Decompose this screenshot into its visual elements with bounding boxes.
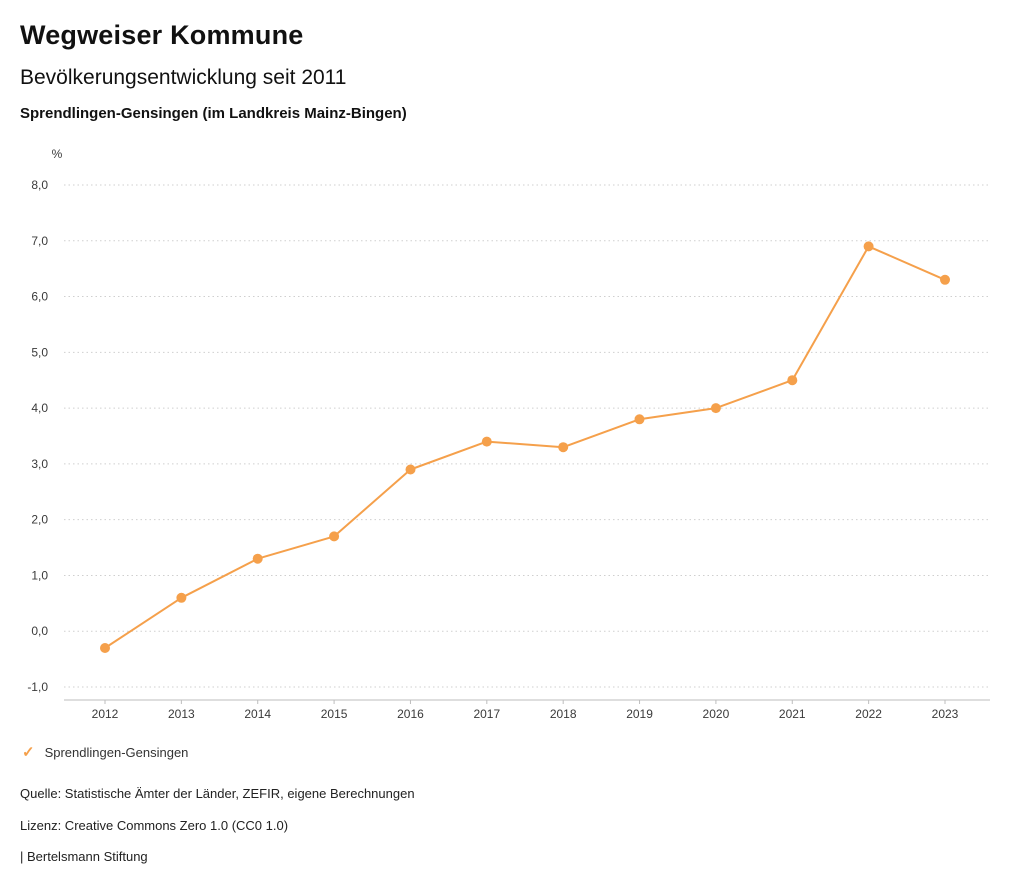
y-axis-tick-label: 5,0 — [31, 345, 48, 359]
attribution-text: | Bertelsmann Stiftung — [20, 849, 148, 864]
x-axis-tick-label: 2017 — [473, 707, 500, 721]
source-text: Quelle: Statistische Ämter der Länder, Z… — [20, 786, 415, 801]
y-axis-tick-label: 1,0 — [31, 568, 48, 582]
license-text: Lizenz: Creative Commons Zero 1.0 (CC0 1… — [20, 818, 289, 833]
x-axis-tick-label: 2022 — [855, 707, 882, 721]
x-axis-tick-label: 2020 — [703, 707, 730, 721]
series-line — [104, 245, 946, 649]
chart-canvas: % 8,0 7,0 6,0 5,0 4,0 3,0 2,0 1,0 0,0 -1,0 2012 2013… — [27, 147, 990, 721]
data-point[interactable] — [710, 403, 721, 414]
y-axis-tick-label: 0,0 — [31, 624, 48, 638]
x-axis-tick-label: 2019 — [626, 707, 653, 721]
x-axis-tick-label: 2013 — [168, 707, 195, 721]
data-point[interactable] — [176, 592, 187, 603]
x-axis-tick-label: 2016 — [397, 707, 424, 721]
data-point[interactable] — [481, 436, 492, 447]
y-axis-tick-label: 3,0 — [31, 457, 48, 471]
x-axis-tick-label: 2014 — [244, 707, 271, 721]
data-point[interactable] — [405, 464, 416, 475]
check-icon: ✓ — [22, 744, 35, 761]
x-axis-tick-label: 2021 — [779, 707, 806, 721]
y-axis-tick-label: -1,0 — [27, 680, 48, 694]
line-chart: % 8,0 7,0 6,0 5,0 4,0 3,0 2,0 1,0 0,0 -1,0 2012 2013… — [0, 140, 1024, 740]
data-point[interactable] — [940, 274, 950, 285]
legend-item-label[interactable]: Sprendlingen-Gensingen — [44, 745, 189, 760]
y-axis-tick-label: 6,0 — [31, 290, 48, 304]
x-axis-tick-label: 2012 — [92, 707, 119, 721]
legend: ✓ Sprendlingen-Gensingen — [22, 745, 188, 760]
y-axis-tick-label: 4,0 — [31, 401, 48, 415]
data-point[interactable] — [252, 553, 263, 564]
chart-region-label: Sprendlingen-Gensingen (im Landkreis Mai… — [20, 105, 407, 122]
chart-subtitle: Bevölkerungsentwicklung seit 2011 — [20, 66, 347, 89]
y-axis-tick-label: 2,0 — [31, 513, 48, 527]
data-point[interactable] — [558, 442, 569, 453]
y-axis-tick-label: 7,0 — [31, 234, 48, 248]
data-point[interactable] — [787, 375, 798, 386]
data-point[interactable] — [863, 241, 874, 252]
x-axis-tick-label: 2018 — [550, 707, 577, 721]
y-axis-unit-label: % — [52, 147, 63, 161]
page-title: Wegweiser Kommune — [20, 20, 304, 50]
data-point[interactable] — [329, 531, 340, 542]
y-axis-tick-label: 8,0 — [31, 178, 48, 192]
x-axis-tick-label: 2015 — [321, 707, 348, 721]
data-point[interactable] — [634, 414, 645, 425]
x-axis-tick-label: 2023 — [932, 707, 959, 721]
data-point[interactable] — [100, 643, 110, 653]
